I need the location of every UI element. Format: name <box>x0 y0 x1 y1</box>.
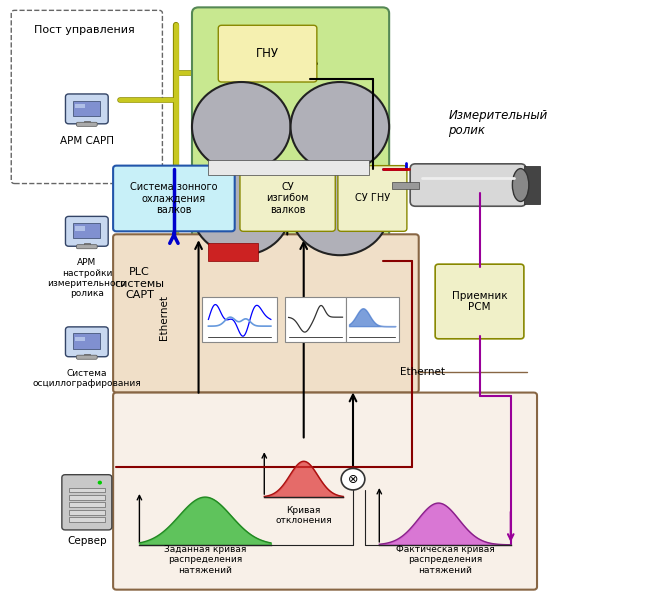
Bar <box>209 243 257 261</box>
Bar <box>69 488 105 493</box>
FancyBboxPatch shape <box>192 7 389 276</box>
Bar <box>69 495 105 500</box>
Text: Заданная кривая
распределения
натяжений: Заданная кривая распределения натяжений <box>164 545 246 575</box>
Text: Система зонного
охлаждения
валков: Система зонного охлаждения валков <box>130 182 218 215</box>
Bar <box>209 160 370 175</box>
Bar <box>524 166 541 205</box>
FancyBboxPatch shape <box>113 235 418 392</box>
Bar <box>73 101 100 116</box>
Text: АРМ
настройки
измерительного
ролика: АРМ настройки измерительного ролика <box>48 258 126 298</box>
Text: Ethernet: Ethernet <box>159 295 170 340</box>
Circle shape <box>290 82 389 172</box>
Bar <box>75 337 86 341</box>
Text: Система
осциллографирования: Система осциллографирования <box>32 368 141 388</box>
Bar <box>346 297 399 342</box>
Text: СУ ГНУ: СУ ГНУ <box>355 193 390 203</box>
Text: Ethernet: Ethernet <box>399 367 445 377</box>
Text: СУ
изгибом
валков: СУ изгибом валков <box>267 182 309 215</box>
FancyBboxPatch shape <box>240 166 335 232</box>
Text: Пост управления: Пост управления <box>34 25 135 35</box>
FancyBboxPatch shape <box>113 166 235 232</box>
Text: PLC
системы
САРТ: PLC системы САРТ <box>114 267 164 301</box>
FancyBboxPatch shape <box>77 122 97 127</box>
FancyBboxPatch shape <box>338 166 407 232</box>
FancyBboxPatch shape <box>410 164 526 206</box>
Text: ГНУ: ГНУ <box>256 47 279 60</box>
Bar <box>84 243 90 246</box>
FancyBboxPatch shape <box>435 264 524 339</box>
FancyBboxPatch shape <box>77 245 97 249</box>
Circle shape <box>192 82 290 172</box>
Circle shape <box>341 469 365 490</box>
Text: Сервер: Сервер <box>67 536 107 546</box>
Bar <box>69 509 105 515</box>
Text: ⊗: ⊗ <box>348 473 358 485</box>
Bar <box>69 517 105 522</box>
FancyBboxPatch shape <box>65 327 108 357</box>
Bar <box>73 223 100 238</box>
Bar <box>84 121 90 124</box>
Text: Кривая
отклонения: Кривая отклонения <box>275 506 332 526</box>
Bar <box>202 297 277 342</box>
Bar <box>75 104 86 108</box>
Text: Приемник
РСМ: Приемник РСМ <box>451 290 508 312</box>
Circle shape <box>290 166 389 255</box>
Bar <box>285 297 346 342</box>
Text: Фактическая кривая
распределения
натяжений: Фактическая кривая распределения натяжен… <box>395 545 494 575</box>
Ellipse shape <box>512 169 529 202</box>
FancyBboxPatch shape <box>77 355 97 359</box>
Bar <box>84 354 90 356</box>
FancyBboxPatch shape <box>65 94 108 124</box>
FancyBboxPatch shape <box>218 25 317 82</box>
Text: АРМ САРП: АРМ САРП <box>60 136 114 146</box>
FancyBboxPatch shape <box>65 217 108 246</box>
Bar <box>69 502 105 507</box>
Circle shape <box>98 481 102 485</box>
Bar <box>75 226 86 231</box>
Circle shape <box>192 166 290 255</box>
FancyBboxPatch shape <box>62 475 112 530</box>
Text: Измерительный
ролик: Измерительный ролик <box>448 109 548 137</box>
Bar <box>393 182 418 189</box>
Bar <box>73 334 100 349</box>
FancyBboxPatch shape <box>113 392 537 590</box>
Bar <box>386 166 403 205</box>
